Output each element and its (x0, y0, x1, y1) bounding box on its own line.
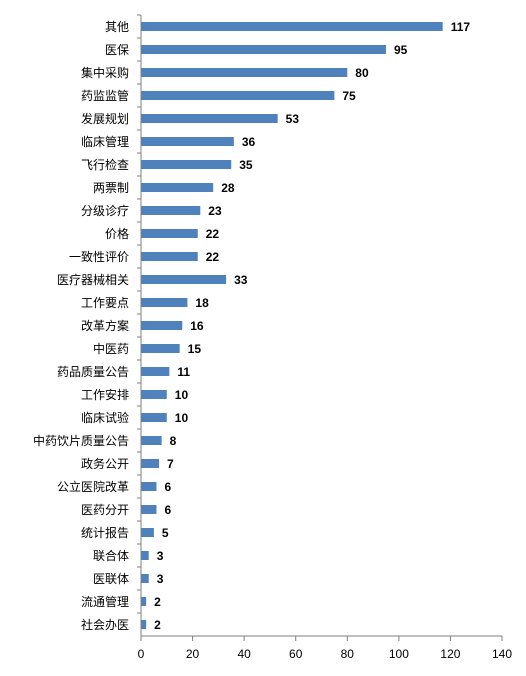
category-label: 工作要点 (81, 296, 129, 310)
category-label: 改革方案 (81, 318, 129, 333)
value-label: 11 (177, 365, 190, 379)
bar (141, 321, 183, 330)
category-label: 公立医院改革 (57, 479, 129, 494)
bar (141, 114, 278, 123)
category-label: 临床管理 (81, 134, 129, 149)
bar (141, 413, 167, 422)
value-label: 95 (394, 43, 408, 57)
x-tick-label: 40 (237, 647, 251, 661)
bar (141, 252, 198, 261)
value-label: 15 (188, 342, 202, 356)
value-label: 33 (234, 273, 248, 287)
category-label: 医联体 (93, 572, 129, 586)
bar (141, 620, 147, 629)
value-label: 8 (170, 434, 177, 448)
value-label: 16 (190, 319, 204, 333)
bar (141, 482, 157, 491)
category-label: 中药饮片质量公告 (33, 433, 129, 448)
bar (141, 459, 160, 468)
x-tick-label: 80 (341, 647, 355, 661)
category-label: 流通管理 (81, 594, 129, 609)
value-label: 117 (451, 20, 471, 34)
value-label: 28 (221, 181, 235, 195)
bar (141, 298, 188, 307)
category-label: 统计报告 (81, 525, 129, 540)
value-label: 36 (242, 135, 256, 149)
bars-group (141, 22, 443, 629)
value-label: 3 (157, 572, 164, 586)
value-label: 5 (162, 526, 169, 540)
category-label: 政务公开 (81, 456, 129, 471)
category-label: 临床试验 (81, 410, 129, 425)
x-tick-label: 20 (186, 647, 200, 661)
bar (141, 160, 232, 169)
bar (141, 574, 149, 583)
category-label: 药监监管 (81, 88, 129, 103)
x-axis-ticks: 0 20 40 60 80 100 120 140 (137, 14, 512, 661)
category-label: 医保 (105, 43, 129, 57)
category-label: 发展规划 (81, 111, 129, 126)
bar (141, 183, 214, 192)
value-label: 2 (154, 618, 161, 632)
value-labels: 1179580755336352823222233181615111010876… (154, 20, 470, 632)
value-label: 75 (342, 89, 356, 103)
bar (141, 229, 198, 238)
category-label: 分级诊疗 (81, 204, 129, 218)
value-label: 18 (195, 296, 209, 310)
bar (141, 344, 180, 353)
value-label: 53 (286, 112, 300, 126)
category-label: 联合体 (93, 548, 129, 563)
bar (141, 206, 201, 215)
value-label: 6 (164, 480, 171, 494)
value-label: 22 (206, 250, 220, 264)
value-label: 10 (175, 388, 189, 402)
value-label: 6 (164, 503, 171, 517)
value-label: 22 (206, 227, 220, 241)
value-label: 35 (239, 158, 253, 172)
bar (141, 91, 335, 100)
category-label: 医药分开 (81, 503, 129, 517)
bar (141, 436, 162, 445)
category-label: 医疗器械相关 (57, 272, 129, 287)
value-label: 80 (355, 66, 369, 80)
bar (141, 505, 157, 514)
bar (141, 22, 443, 31)
bar (141, 367, 170, 376)
value-label: 23 (208, 204, 222, 218)
x-tick-label: 0 (138, 647, 145, 661)
bar (141, 137, 234, 146)
category-labels: 其他医保集中采购药监监管发展规划临床管理飞行检查两票制分级诊疗价格一致性评价医疗… (33, 20, 129, 632)
category-label: 飞行检查 (81, 157, 129, 172)
value-label: 2 (154, 595, 161, 609)
category-label: 两票制 (93, 181, 129, 195)
category-label: 工作安排 (81, 387, 129, 402)
category-label: 社会办医 (81, 617, 129, 632)
category-label: 一致性评价 (69, 250, 129, 264)
bar (141, 597, 147, 606)
category-label: 集中采购 (81, 65, 129, 80)
bar (141, 45, 386, 54)
value-label: 7 (167, 457, 174, 471)
x-tick-label: 140 (492, 647, 512, 661)
x-tick-label: 60 (289, 647, 303, 661)
x-tick-label: 100 (389, 647, 409, 661)
bar (141, 68, 348, 77)
category-label: 价格 (105, 226, 129, 241)
value-label: 10 (175, 411, 189, 425)
bar (141, 551, 149, 560)
bar (141, 275, 227, 284)
category-label: 药品质量公告 (57, 365, 129, 379)
category-label: 中医药 (93, 341, 129, 356)
category-label: 其他 (105, 20, 129, 34)
bar (141, 390, 167, 399)
bar (141, 528, 154, 537)
value-label: 3 (157, 549, 164, 563)
x-tick-label: 120 (440, 647, 460, 661)
